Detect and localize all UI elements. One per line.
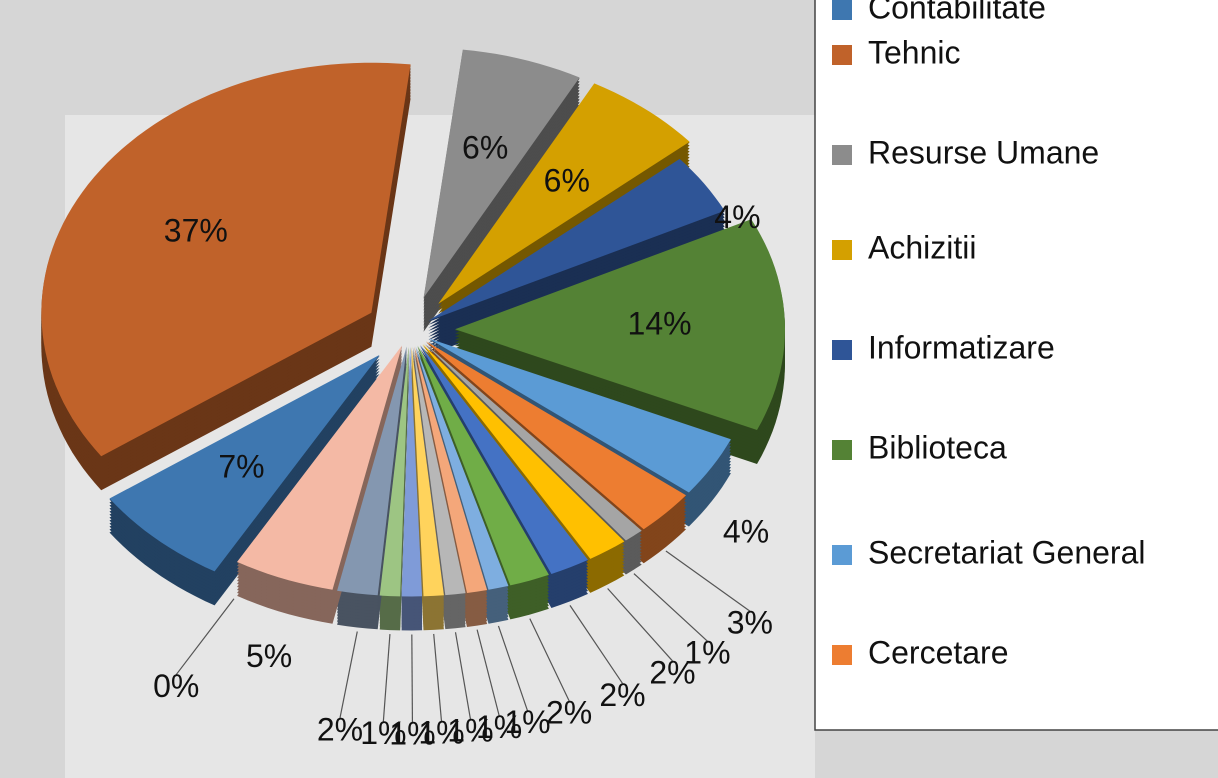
data-label: 1% — [504, 704, 550, 740]
leader-line — [607, 588, 673, 662]
slice — [411, 346, 444, 597]
slice — [109, 354, 380, 572]
data-label: 4% — [723, 514, 769, 550]
legend-swatch — [832, 240, 852, 260]
slice — [426, 341, 686, 530]
legend-label: Secretariat General — [868, 534, 1145, 570]
leader-line — [382, 634, 391, 722]
slice — [438, 83, 690, 304]
slice — [422, 343, 625, 559]
leader-line — [633, 573, 708, 642]
legend-label: Tehnic — [868, 34, 961, 70]
legend-label: Informatizare — [868, 329, 1055, 365]
slice — [417, 345, 549, 586]
data-label: 2% — [546, 694, 592, 730]
slice — [428, 338, 731, 493]
leader-line — [497, 625, 529, 711]
legend-label: Cercetare — [868, 634, 1009, 670]
leader-line — [175, 598, 235, 675]
data-label: 7% — [218, 449, 264, 485]
legend-label: Achizitii — [868, 229, 976, 265]
legend-swatch — [832, 45, 852, 65]
legend-swatch — [832, 0, 852, 20]
pie: 7%37%6%6%4%14%4%3%1%2%2%2%1%1%1%1%1%1%2%… — [41, 49, 785, 751]
data-label: 0% — [153, 668, 199, 704]
legend-swatch — [832, 645, 852, 665]
data-label: 37% — [164, 213, 228, 249]
leader-line — [411, 634, 414, 722]
leader-line — [529, 618, 570, 702]
data-label: 6% — [462, 129, 508, 165]
legend-swatch — [832, 440, 852, 460]
legend-label: Contabilitate — [868, 0, 1046, 25]
legend-swatch — [832, 545, 852, 565]
leader-line — [665, 550, 751, 612]
legend-box — [814, 0, 1218, 731]
data-label: 1% — [476, 709, 522, 745]
leader-line — [339, 631, 358, 719]
data-label: 4% — [714, 199, 760, 235]
slice — [337, 346, 407, 596]
slice — [237, 345, 403, 590]
leader-line — [454, 632, 472, 720]
legend-swatch — [832, 145, 852, 165]
leader-line — [433, 633, 443, 722]
data-label: 1% — [447, 712, 493, 748]
slice — [415, 346, 509, 590]
legend-label: Biblioteca — [868, 429, 1007, 465]
legend: Contabilitate Tehnic Resurse Umane Achiziti… — [832, 0, 1145, 670]
slice — [423, 49, 580, 298]
slice — [414, 346, 488, 593]
data-label: 2% — [317, 711, 363, 747]
slice — [420, 344, 588, 574]
data-label: 5% — [246, 638, 292, 674]
data-label: 2% — [599, 677, 645, 713]
slice — [401, 346, 423, 597]
legend-swatch — [832, 340, 852, 360]
data-label: 1% — [360, 715, 406, 751]
slice — [424, 342, 642, 541]
slice — [41, 62, 411, 457]
data-label: 2% — [649, 654, 695, 690]
slice — [428, 158, 725, 321]
data-label: 1% — [684, 635, 730, 671]
leader-line — [569, 605, 623, 684]
data-label: 14% — [628, 306, 692, 342]
slice — [412, 346, 466, 596]
slice — [379, 346, 409, 597]
leader-line — [476, 629, 500, 716]
legend-label: Resurse Umane — [868, 134, 1099, 170]
data-label: 3% — [727, 605, 773, 641]
slice — [455, 219, 785, 430]
data-label: 1% — [389, 715, 435, 751]
data-label: 1% — [418, 715, 464, 751]
data-label: 6% — [544, 163, 590, 199]
